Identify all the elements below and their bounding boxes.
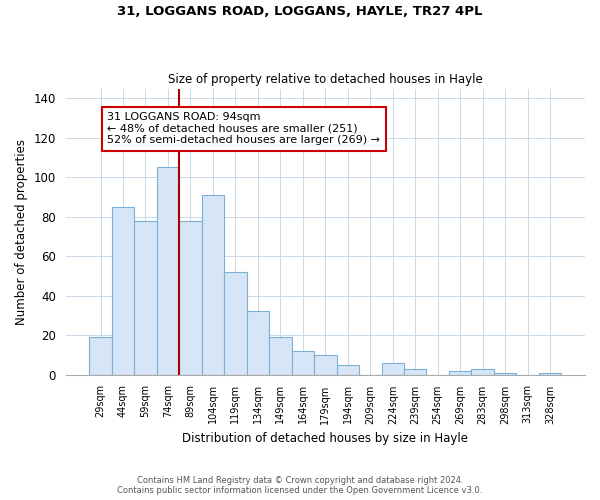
X-axis label: Distribution of detached houses by size in Hayle: Distribution of detached houses by size … xyxy=(182,432,469,445)
Bar xyxy=(224,272,247,374)
Text: 31 LOGGANS ROAD: 94sqm
← 48% of detached houses are smaller (251)
52% of semi-de: 31 LOGGANS ROAD: 94sqm ← 48% of detached… xyxy=(107,112,380,146)
Bar xyxy=(112,207,134,374)
Text: Contains HM Land Registry data © Crown copyright and database right 2024.
Contai: Contains HM Land Registry data © Crown c… xyxy=(118,476,482,495)
Bar xyxy=(337,364,359,374)
Bar xyxy=(449,370,472,374)
Text: 31, LOGGANS ROAD, LOGGANS, HAYLE, TR27 4PL: 31, LOGGANS ROAD, LOGGANS, HAYLE, TR27 4… xyxy=(117,5,483,18)
Bar xyxy=(247,312,269,374)
Bar xyxy=(269,337,292,374)
Bar xyxy=(494,372,517,374)
Bar xyxy=(314,355,337,374)
Bar xyxy=(89,337,112,374)
Bar xyxy=(202,195,224,374)
Bar xyxy=(157,168,179,374)
Bar xyxy=(292,351,314,374)
Bar xyxy=(539,372,562,374)
Title: Size of property relative to detached houses in Hayle: Size of property relative to detached ho… xyxy=(168,73,483,86)
Bar xyxy=(382,362,404,374)
Bar xyxy=(472,368,494,374)
Y-axis label: Number of detached properties: Number of detached properties xyxy=(15,138,28,324)
Bar xyxy=(179,220,202,374)
Bar xyxy=(134,220,157,374)
Bar xyxy=(404,368,427,374)
